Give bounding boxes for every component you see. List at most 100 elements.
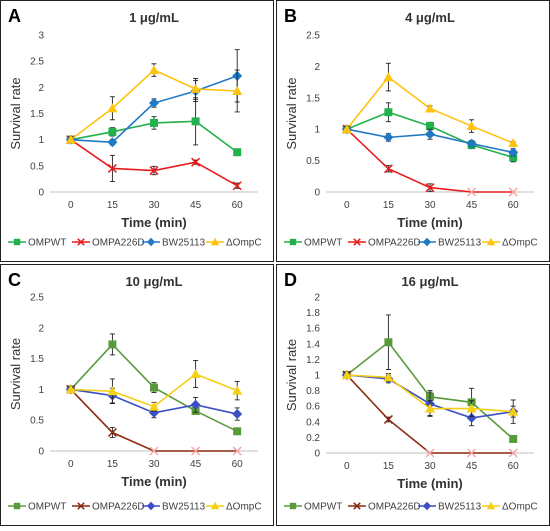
legend-label: OMPA226D — [92, 502, 145, 513]
data-point — [466, 138, 477, 149]
x-axis-label: Time (min) — [397, 476, 463, 491]
y-tick-label: 2.5 — [30, 293, 44, 304]
data-point — [232, 409, 243, 420]
data-point — [232, 385, 243, 395]
data-point — [108, 127, 117, 136]
x-tick-label: 15 — [383, 200, 395, 211]
x-tick-label: 15 — [107, 200, 119, 211]
data-point — [149, 65, 159, 75]
data-point — [508, 147, 519, 158]
x-tick-label: 60 — [232, 200, 244, 211]
legend-label: BW25113 — [162, 238, 206, 249]
data-point — [341, 370, 352, 379]
data-point — [107, 386, 118, 396]
data-point — [150, 118, 158, 127]
x-tick-label: 30 — [148, 459, 160, 470]
chart-title: 16 μg/mL — [401, 274, 458, 289]
series-ΔOmpC — [341, 62, 519, 148]
legend-item: OMPA226D — [348, 502, 421, 513]
data-point — [467, 187, 477, 197]
data-point — [384, 108, 393, 117]
y-tick-label: 2 — [314, 293, 320, 304]
panel-label: B — [284, 6, 297, 26]
legend-marker — [146, 501, 156, 511]
legend: OMPWT OMPA226D BW25113 ΔOmpC — [8, 502, 262, 513]
panel-label: D — [284, 270, 297, 290]
legend-item: OMPWT — [8, 502, 66, 513]
x-axis-label: Time (min) — [121, 474, 187, 489]
legend-item: OMPA226D — [72, 502, 145, 513]
data-point — [509, 434, 518, 443]
data-point — [149, 401, 159, 411]
legend-item: OMPA226D — [348, 238, 421, 249]
data-point — [232, 181, 242, 191]
legend-label: BW25113 — [438, 238, 482, 249]
legend-item: OMPWT — [8, 238, 66, 249]
y-tick-label: 2 — [38, 323, 44, 334]
data-point — [384, 338, 393, 347]
y-tick-label: 1 — [314, 371, 320, 382]
legend-marker — [146, 237, 156, 247]
x-tick-label: 60 — [232, 459, 244, 470]
data-point — [508, 138, 519, 148]
data-point — [466, 403, 477, 413]
y-tick-label: 1.8 — [306, 308, 320, 319]
x-tick-label: 45 — [466, 200, 478, 211]
y-tick-label: 0 — [38, 447, 44, 458]
x-tick-label: 0 — [68, 459, 74, 470]
legend-item: OMPWT — [284, 502, 342, 513]
data-point — [425, 403, 435, 413]
x-tick-label: 45 — [466, 461, 478, 472]
x-tick-label: 60 — [508, 200, 520, 211]
y-tick-label: 1.5 — [306, 93, 320, 104]
legend: OMPWT OMPA226D BW25113 ΔOmpC — [8, 238, 262, 249]
panel-border — [276, 0, 550, 262]
data-point — [425, 448, 435, 458]
legend-item: BW25113 — [142, 502, 206, 513]
legend-item: ΔOmpC — [482, 502, 538, 513]
data-point — [425, 103, 435, 113]
data-point — [107, 137, 118, 148]
data-point — [149, 166, 159, 176]
data-point — [108, 340, 117, 349]
y-tick-label: 0.2 — [306, 433, 320, 444]
y-tick-label: 1.4 — [306, 339, 320, 350]
series-ΔOmpC — [65, 63, 243, 144]
x-tick-label: 30 — [148, 200, 160, 211]
legend-label: ΔOmpC — [226, 502, 262, 513]
legend-label: OMPA226D — [92, 238, 145, 249]
y-axis-label: Survival rate — [284, 339, 299, 411]
y-tick-label: 2 — [38, 83, 44, 94]
x-axis-label: Time (min) — [397, 215, 463, 230]
legend-item: ΔOmpC — [206, 502, 262, 513]
data-point — [508, 448, 518, 458]
panel-label: C — [8, 270, 21, 290]
x-tick-label: 30 — [424, 461, 436, 472]
legend-label: OMPA226D — [368, 238, 421, 249]
legend-marker — [210, 237, 220, 246]
y-tick-label: 0.5 — [30, 416, 44, 427]
legend-marker — [13, 502, 21, 510]
panel-border — [0, 264, 274, 526]
legend-item: ΔOmpC — [482, 238, 538, 249]
legend-marker — [77, 502, 85, 510]
data-point — [232, 446, 242, 456]
legend-label: BW25113 — [438, 502, 482, 513]
legend-marker — [422, 501, 432, 511]
y-axis-label: Survival rate — [8, 77, 23, 149]
x-tick-label: 0 — [68, 200, 74, 211]
y-tick-label: 1 — [314, 125, 320, 136]
y-tick-label: 0.5 — [306, 156, 320, 167]
data-point — [149, 98, 159, 109]
data-point — [383, 414, 393, 424]
series-OMPA226D — [342, 370, 518, 458]
data-point — [509, 153, 518, 162]
legend-marker — [353, 238, 361, 246]
data-point — [383, 372, 394, 382]
data-point — [426, 122, 434, 131]
legend-marker — [486, 501, 496, 510]
legend: OMPWT OMPA226D BW25113 ΔOmpC — [284, 502, 538, 513]
data-point — [233, 427, 242, 436]
